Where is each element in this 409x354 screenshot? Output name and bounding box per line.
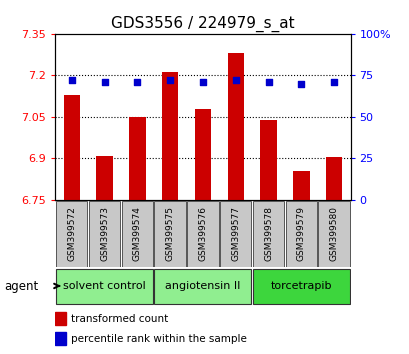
Bar — [292, 171, 309, 200]
Point — [297, 81, 304, 86]
Text: GSM399580: GSM399580 — [329, 206, 338, 261]
Text: GSM399573: GSM399573 — [100, 206, 109, 261]
Text: transformed count: transformed count — [70, 314, 168, 324]
Bar — [227, 53, 243, 200]
Text: GSM399579: GSM399579 — [296, 206, 305, 261]
Bar — [129, 117, 145, 200]
Bar — [89, 201, 120, 267]
Point — [330, 79, 337, 85]
Bar — [252, 201, 283, 267]
Bar — [285, 201, 316, 267]
Bar — [55, 332, 65, 346]
Text: GSM399574: GSM399574 — [133, 206, 142, 261]
Point — [68, 78, 75, 83]
Title: GDS3556 / 224979_s_at: GDS3556 / 224979_s_at — [111, 16, 294, 32]
Bar — [55, 312, 65, 325]
Text: GSM399578: GSM399578 — [263, 206, 272, 261]
Point — [232, 78, 238, 83]
Text: percentile rank within the sample: percentile rank within the sample — [70, 334, 246, 344]
Bar — [252, 269, 349, 304]
Text: GSM399576: GSM399576 — [198, 206, 207, 261]
Bar — [121, 201, 153, 267]
Bar — [63, 95, 80, 200]
Bar — [154, 269, 251, 304]
Text: GSM399575: GSM399575 — [165, 206, 174, 261]
Text: solvent control: solvent control — [63, 281, 146, 291]
Text: GSM399577: GSM399577 — [231, 206, 240, 261]
Point — [265, 79, 271, 85]
Bar — [56, 269, 153, 304]
Bar — [96, 156, 112, 200]
Text: angiotensin II: angiotensin II — [165, 281, 240, 291]
Text: GSM399572: GSM399572 — [67, 206, 76, 261]
Point — [166, 78, 173, 83]
Bar — [220, 201, 251, 267]
Text: agent: agent — [4, 280, 38, 293]
Bar — [162, 73, 178, 200]
Bar — [154, 201, 185, 267]
Bar — [318, 201, 349, 267]
Bar — [194, 109, 211, 200]
Bar — [325, 157, 342, 200]
Text: torcetrapib: torcetrapib — [270, 281, 331, 291]
Point — [101, 79, 108, 85]
Point — [199, 79, 206, 85]
Point — [134, 79, 140, 85]
Bar — [260, 120, 276, 200]
Bar — [187, 201, 218, 267]
Bar — [56, 201, 87, 267]
